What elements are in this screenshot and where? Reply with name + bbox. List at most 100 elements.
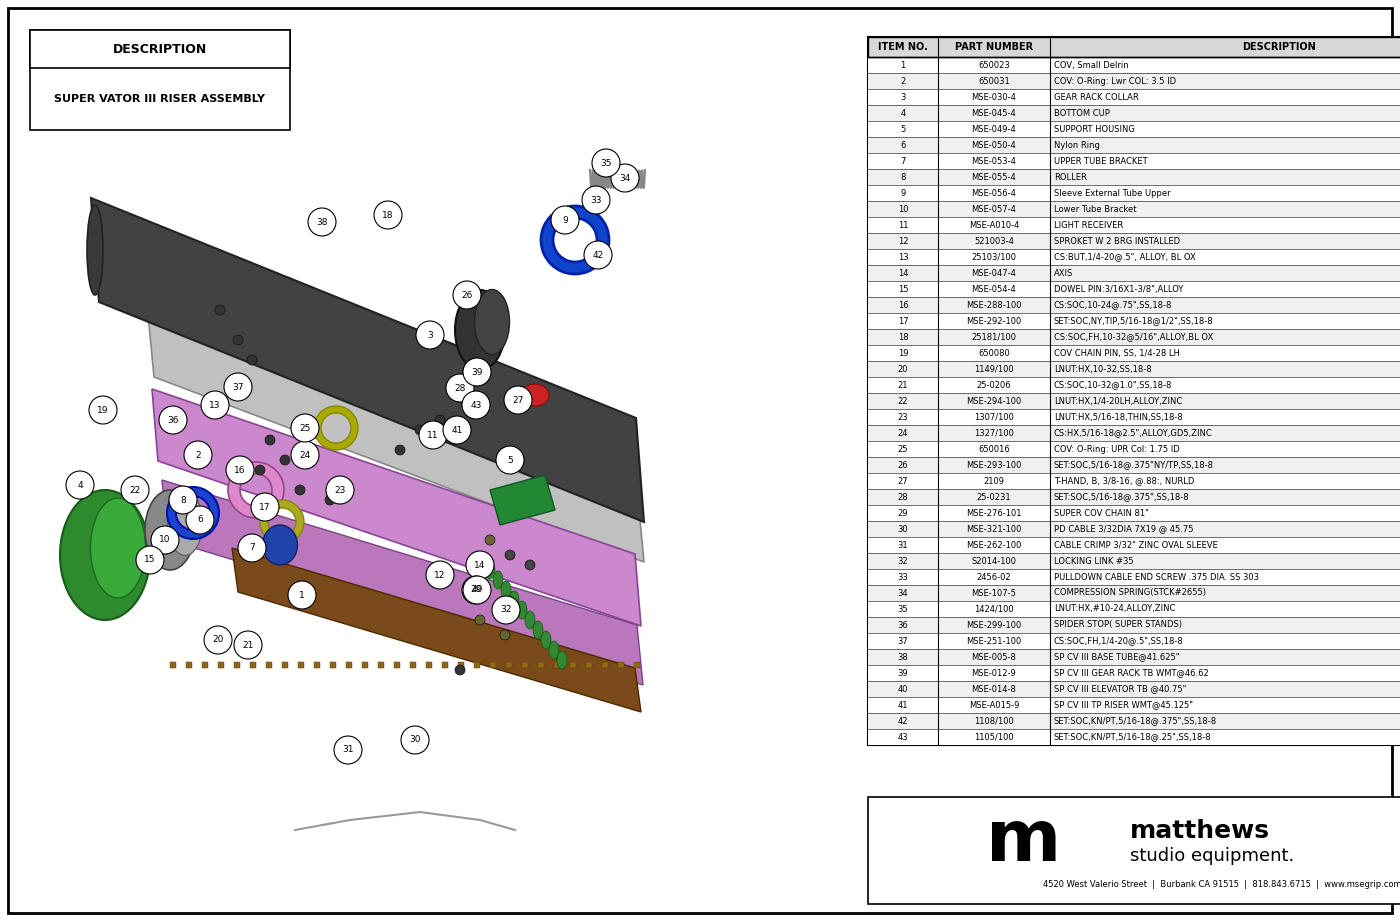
Bar xyxy=(475,662,480,668)
Text: 35: 35 xyxy=(897,604,909,613)
Bar xyxy=(868,233,1400,249)
Text: CS:SOC,10-32@1.0",SS,18-8: CS:SOC,10-32@1.0",SS,18-8 xyxy=(1054,380,1172,390)
Text: 12: 12 xyxy=(434,570,445,579)
Text: UPPER TUBE BRACKET: UPPER TUBE BRACKET xyxy=(1054,157,1148,166)
Text: 12: 12 xyxy=(897,237,909,246)
Ellipse shape xyxy=(540,631,552,649)
Text: 10: 10 xyxy=(897,204,909,214)
Text: 35: 35 xyxy=(601,158,612,168)
Text: ITEM NO.: ITEM NO. xyxy=(878,42,928,52)
Text: 31: 31 xyxy=(897,541,909,550)
Text: 24: 24 xyxy=(300,450,311,460)
Bar xyxy=(570,662,575,668)
Bar xyxy=(868,601,1400,617)
Bar xyxy=(617,662,624,668)
Bar xyxy=(868,633,1400,649)
Text: SET:SOC,5/16-18@.375",SS,18-8: SET:SOC,5/16-18@.375",SS,18-8 xyxy=(1054,493,1190,502)
Text: 26: 26 xyxy=(897,460,909,470)
Circle shape xyxy=(224,373,252,401)
Text: 20: 20 xyxy=(213,635,224,645)
Circle shape xyxy=(466,551,494,579)
Text: CS:SOC,FH,10-32@5/16",ALLOY,BL OX: CS:SOC,FH,10-32@5/16",ALLOY,BL OX xyxy=(1054,332,1214,342)
Text: studio equipment.: studio equipment. xyxy=(1130,846,1294,865)
Text: LOCKING LINK #35: LOCKING LINK #35 xyxy=(1054,556,1134,565)
Text: 13: 13 xyxy=(897,252,909,262)
Bar xyxy=(868,329,1400,345)
Circle shape xyxy=(238,534,266,562)
Text: SP CV III TP RISER WMT@45.125": SP CV III TP RISER WMT@45.125" xyxy=(1054,701,1193,709)
Text: 41: 41 xyxy=(897,701,909,709)
Text: 18: 18 xyxy=(382,211,393,219)
Circle shape xyxy=(552,206,580,234)
Ellipse shape xyxy=(87,205,104,295)
Text: MSE-292-100: MSE-292-100 xyxy=(966,317,1022,325)
Text: 22: 22 xyxy=(129,485,140,495)
Text: 21: 21 xyxy=(242,640,253,649)
Text: CABLE CRIMP 3/32" ZINC OVAL SLEEVE: CABLE CRIMP 3/32" ZINC OVAL SLEEVE xyxy=(1054,541,1218,550)
Text: 36: 36 xyxy=(167,415,179,425)
Text: 39: 39 xyxy=(472,367,483,377)
Circle shape xyxy=(610,164,638,192)
Text: COMPRESSION SPRING(STCK#2655): COMPRESSION SPRING(STCK#2655) xyxy=(1054,589,1205,598)
Circle shape xyxy=(419,421,447,449)
Bar xyxy=(490,662,496,668)
Circle shape xyxy=(325,495,335,505)
Polygon shape xyxy=(162,480,643,685)
Text: MSE-030-4: MSE-030-4 xyxy=(972,92,1016,101)
Ellipse shape xyxy=(521,384,549,406)
Circle shape xyxy=(246,355,258,365)
Bar xyxy=(587,662,592,668)
Text: 25-0206: 25-0206 xyxy=(977,380,1011,390)
Circle shape xyxy=(500,630,510,640)
Text: MSE-054-4: MSE-054-4 xyxy=(972,285,1016,294)
Text: 5: 5 xyxy=(900,124,906,134)
Text: GEAR RACK COLLAR: GEAR RACK COLLAR xyxy=(1054,92,1138,101)
Text: 29: 29 xyxy=(470,586,482,594)
Bar xyxy=(505,662,512,668)
Ellipse shape xyxy=(510,591,519,609)
Circle shape xyxy=(169,486,197,514)
Text: 28: 28 xyxy=(897,493,909,502)
Text: Lower Tube Bracket: Lower Tube Bracket xyxy=(1054,204,1137,214)
Polygon shape xyxy=(490,475,554,525)
Text: MSE-293-100: MSE-293-100 xyxy=(966,460,1022,470)
Polygon shape xyxy=(232,548,641,712)
Text: 3: 3 xyxy=(427,331,433,340)
Circle shape xyxy=(225,456,253,484)
Text: 15: 15 xyxy=(144,555,155,565)
Text: PULLDOWN CABLE END SCREW .375 DIA. SS 303: PULLDOWN CABLE END SCREW .375 DIA. SS 30… xyxy=(1054,573,1259,581)
Text: 650023: 650023 xyxy=(979,61,1009,69)
Circle shape xyxy=(151,526,179,554)
Text: 4: 4 xyxy=(77,481,83,489)
Bar xyxy=(330,662,336,668)
Circle shape xyxy=(463,576,491,604)
Bar xyxy=(868,121,1400,137)
Text: 14: 14 xyxy=(897,269,909,277)
Bar xyxy=(602,662,608,668)
Circle shape xyxy=(462,576,490,604)
Text: 17: 17 xyxy=(897,317,909,325)
Circle shape xyxy=(496,446,524,474)
Text: 1424/100: 1424/100 xyxy=(974,604,1014,613)
Polygon shape xyxy=(146,293,644,562)
Circle shape xyxy=(416,321,444,349)
Bar xyxy=(868,425,1400,441)
Bar xyxy=(868,361,1400,377)
Bar xyxy=(186,662,192,668)
Text: matthews: matthews xyxy=(1130,820,1270,844)
Text: CS:SOC,FH,1/4-20@.5",SS,18-8: CS:SOC,FH,1/4-20@.5",SS,18-8 xyxy=(1054,636,1184,646)
Bar xyxy=(868,37,1400,57)
Text: MSE-A015-9: MSE-A015-9 xyxy=(969,701,1019,709)
Ellipse shape xyxy=(484,561,496,579)
Bar xyxy=(868,169,1400,185)
Circle shape xyxy=(447,374,475,402)
Text: SP CV III GEAR RACK TB WMT@46.62: SP CV III GEAR RACK TB WMT@46.62 xyxy=(1054,669,1208,678)
Circle shape xyxy=(202,391,230,419)
Text: 4520 West Valerio Street  |  Burbank CA 91515  |  818.843.6715  |  www.msegrip.c: 4520 West Valerio Street | Burbank CA 91… xyxy=(1043,880,1400,890)
Text: MSE-321-100: MSE-321-100 xyxy=(966,524,1022,533)
Circle shape xyxy=(475,615,484,625)
Bar xyxy=(378,662,384,668)
Text: 42: 42 xyxy=(897,717,909,726)
Bar xyxy=(868,729,1400,745)
Text: 650016: 650016 xyxy=(979,445,1009,453)
